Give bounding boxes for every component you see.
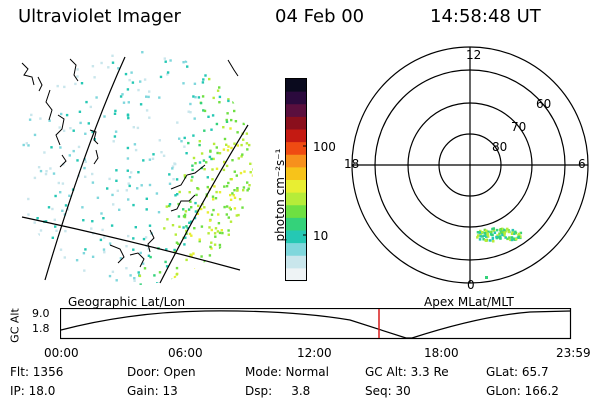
timeline-ylabel: GC Alt: [8, 308, 22, 343]
geographic-image: [21, 51, 253, 285]
status-door: Door: Open: [127, 365, 196, 379]
instrument-title: Ultraviolet Imager: [18, 6, 181, 27]
status-glon: GLon: 166.2: [486, 384, 559, 398]
mlat-label-70: 70: [511, 120, 527, 134]
timeline-ytick-high: 9.0: [32, 307, 50, 320]
mlat-label-60: 60: [536, 97, 552, 111]
polar-mlat-mlt-plot: [351, 46, 589, 284]
status-gc-alt: GC Alt: 3.3 Re: [365, 365, 449, 379]
mlat-label-80: 80: [492, 140, 508, 154]
status-flight: Flt: 1356: [10, 365, 64, 379]
mlt-label-6: 6: [578, 157, 586, 171]
status-gain: Gain: 13: [127, 384, 178, 398]
polar-panel-label: Apex MLat/MLT: [424, 295, 514, 309]
colorbar-label: photon cm⁻²s⁻¹: [273, 148, 287, 242]
altitude-timeline: [60, 308, 572, 340]
timeline-xtick-0000: 00:00: [44, 346, 79, 360]
observation-time: 14:58:48 UT: [430, 6, 541, 27]
mlt-label-18: 18: [344, 157, 360, 171]
observation-date: 04 Feb 00: [275, 6, 365, 27]
gc-alt-curve: [60, 310, 571, 339]
timeline-xtick-1800: 18:00: [424, 346, 459, 360]
status-dsp: Dsp: 3.8: [245, 384, 311, 398]
timeline-xtick-0600: 06:00: [168, 346, 203, 360]
auroral-oval-patch: [476, 227, 523, 279]
status-seq: Seq: 30: [365, 384, 411, 398]
timeline-xtick-2359: 23:59: [556, 346, 591, 360]
status-glat: GLat: 65.7: [486, 365, 549, 379]
mlt-label-12: 12: [466, 48, 482, 62]
auroral-emission-dots: [22, 51, 253, 285]
timeline-ytick-low: 1.8: [32, 322, 50, 335]
colorbar: [285, 78, 307, 282]
status-ip: IP: 18.0: [10, 384, 56, 398]
status-mode: Mode: Normal: [245, 365, 329, 379]
colorbar-tick-100: 100: [313, 140, 336, 154]
colorbar-tick-10: 10: [313, 229, 329, 243]
lat-lon-grid: [21, 56, 249, 284]
geo-panel-label: Geographic Lat/Lon: [68, 295, 186, 309]
timeline-xtick-1200: 12:00: [297, 346, 332, 360]
coastlines: [21, 58, 239, 268]
mlt-label-0: 0: [467, 278, 475, 292]
